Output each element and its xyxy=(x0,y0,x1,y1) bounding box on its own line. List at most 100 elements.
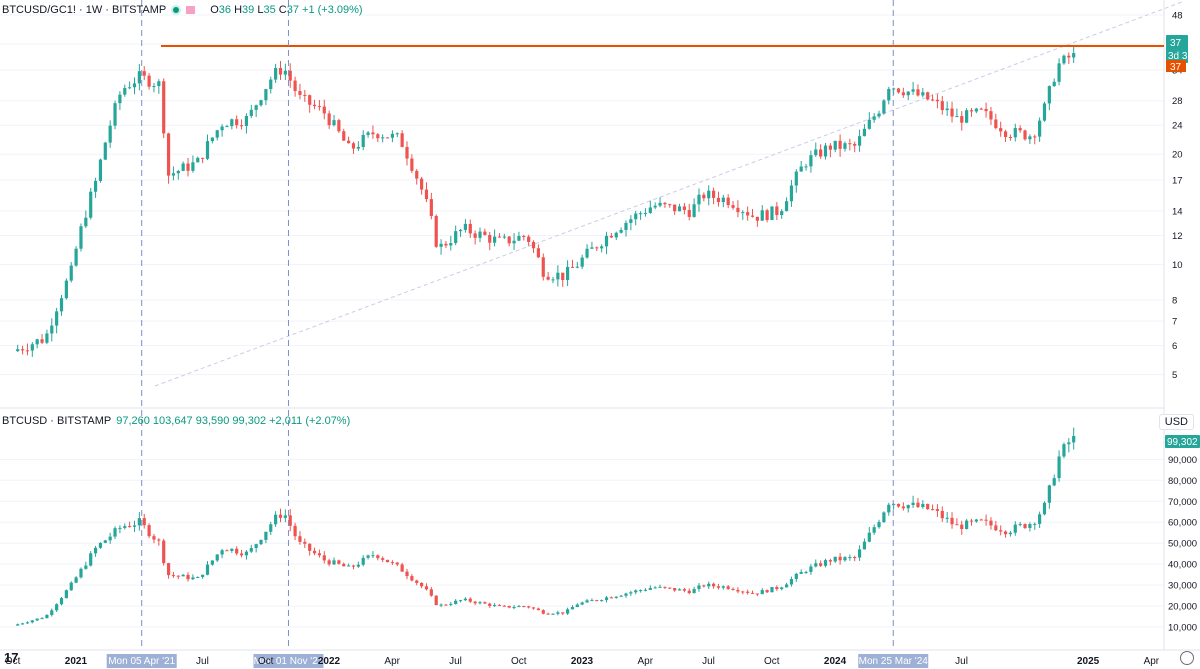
candle-body xyxy=(322,106,326,114)
candle-body xyxy=(916,89,920,96)
candle-body xyxy=(381,558,385,560)
candle-body xyxy=(906,505,910,509)
candle-body xyxy=(741,212,745,214)
candle-body xyxy=(444,243,448,246)
candle-body xyxy=(371,132,375,135)
candle-body xyxy=(819,563,823,566)
candle-body xyxy=(351,565,356,567)
candle-body xyxy=(522,606,526,608)
candle-body xyxy=(454,600,458,604)
candle-body xyxy=(1067,442,1071,445)
candle-body xyxy=(147,525,151,537)
candle-body xyxy=(128,87,132,89)
top-legend[interactable]: BTCUSD/GC1! · 1W · BITSTAMP O36 H39 L35 … xyxy=(2,4,363,16)
candle-body xyxy=(716,586,721,588)
candle-body xyxy=(999,128,1003,132)
change-value: +1 (+3.09%) xyxy=(302,4,363,16)
candle-body xyxy=(59,298,64,312)
high-value: 39 xyxy=(242,4,255,16)
crosshair-markers: Mon 05 Apr '21 Mon 01 Nov '21 Mon 25 Mar '… xyxy=(106,0,928,668)
candle-body xyxy=(361,134,365,148)
time-tick-label: Apr xyxy=(384,656,400,667)
candle-body xyxy=(259,539,263,545)
candle-body xyxy=(1057,456,1061,479)
candle-body xyxy=(181,163,185,171)
candle-body xyxy=(278,67,283,75)
candle-body xyxy=(64,280,68,299)
candle-body xyxy=(687,209,691,217)
candle-body xyxy=(804,166,808,168)
price-axis-bottom[interactable]: 90,000 80,000 70,000 60,000 50,000 40,000 30,0… xyxy=(1168,455,1197,634)
candle-body xyxy=(84,565,88,569)
time-axis[interactable]: Oct 2021 Jul 2022 Apr Jul Oct 2023 Apr Jul Oct 2024… xyxy=(5,656,1160,667)
candle-body xyxy=(327,113,331,126)
candle-body xyxy=(531,607,536,609)
candle-body xyxy=(162,81,166,134)
candle-body xyxy=(843,143,847,149)
candle-body xyxy=(347,565,351,567)
candle-body xyxy=(93,547,98,554)
tradingview-logo-icon[interactable]: 17 xyxy=(4,650,19,665)
candle-body xyxy=(376,555,380,559)
candle-body xyxy=(332,120,336,126)
candle-body xyxy=(103,142,107,160)
candle-body xyxy=(682,206,686,210)
candle-body xyxy=(565,609,570,614)
trend-line[interactable] xyxy=(154,1,1183,387)
open-label: O xyxy=(210,4,219,16)
candle-body xyxy=(215,554,219,561)
candle-body xyxy=(322,555,326,561)
candle-body xyxy=(707,190,711,199)
candle-body xyxy=(1052,81,1056,87)
candle-body xyxy=(799,166,803,172)
price-tick-label: 10 xyxy=(1172,260,1183,271)
symbol-title-bottom[interactable]: BTCUSD · BITSTAMP xyxy=(2,415,112,427)
candle-body xyxy=(201,157,205,159)
candle-body xyxy=(643,589,648,591)
candle-body xyxy=(25,350,30,352)
candle-body xyxy=(347,140,351,144)
candle-body xyxy=(30,344,34,351)
flag-icon[interactable] xyxy=(186,6,196,14)
gear-icon[interactable] xyxy=(1180,651,1194,665)
candle-body xyxy=(979,519,983,521)
currency-button[interactable]: USD xyxy=(1158,414,1194,430)
price-tick-label: 17 xyxy=(1172,176,1183,187)
price-tick-label: 24 xyxy=(1172,121,1183,132)
candle-body xyxy=(488,603,492,606)
candle-body xyxy=(244,551,249,556)
candle-body xyxy=(371,555,375,557)
candle-body xyxy=(108,125,112,143)
candle-body xyxy=(950,108,954,117)
candle-body xyxy=(882,100,886,114)
candle-body xyxy=(89,553,93,566)
candle-body xyxy=(317,106,322,108)
candle-body xyxy=(668,587,672,589)
candle-body xyxy=(887,88,891,101)
candle-body xyxy=(239,125,244,127)
candle-body xyxy=(600,246,604,249)
candle-body xyxy=(994,119,998,129)
candle-body xyxy=(692,589,696,594)
candle-body xyxy=(186,163,190,171)
time-tick-label: 2024 xyxy=(824,656,847,667)
candle-body xyxy=(288,70,292,81)
candle-body xyxy=(356,564,360,567)
candle-body xyxy=(215,130,219,138)
candle-body xyxy=(843,557,847,561)
candle-body xyxy=(288,515,292,526)
candle-body xyxy=(809,155,813,167)
candle-body xyxy=(770,587,774,593)
candle-body xyxy=(1047,485,1051,503)
candle-body xyxy=(298,91,302,95)
candle-body xyxy=(434,216,438,247)
candle-body xyxy=(142,71,146,76)
candle-body xyxy=(809,566,813,572)
symbol-title[interactable]: BTCUSD/GC1! · 1W · BITSTAMP xyxy=(2,4,167,16)
candle-body xyxy=(877,113,881,117)
candle-body xyxy=(429,199,433,217)
candle-body xyxy=(308,543,312,551)
time-tick-label: Apr xyxy=(1144,656,1160,667)
bottom-legend[interactable]: BTCUSD · BITSTAMP 97,260 103,647 93,590 … xyxy=(2,415,350,427)
